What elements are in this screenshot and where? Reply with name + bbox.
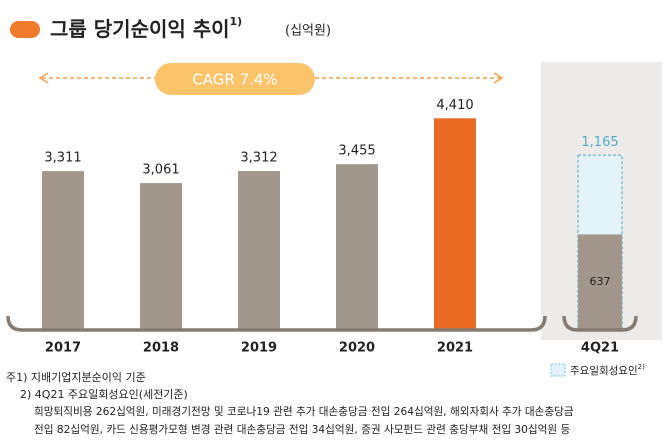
- value-label: 4,410: [436, 98, 473, 113]
- value-label: 3,311: [44, 151, 81, 166]
- note: 희망퇴직비용 262십억원, 미래경기전망 및 코로나19 관련 추가 대손충당…: [34, 405, 574, 418]
- note: 2) 4Q21 주요일회성요인(세전기준): [20, 387, 188, 401]
- chart-title: 그룹 당기순이익 추이1): [50, 15, 242, 41]
- panel-baseline: [562, 315, 638, 332]
- value-label: 3,061: [142, 163, 179, 178]
- x-tick-label: 2020: [339, 341, 375, 356]
- notes: 주1) 지배기업지분순이익 기준 2) 4Q21 주요일회성요인(세전기준) 희…: [6, 371, 574, 436]
- cagr-label: CAGR 7.4%: [192, 71, 277, 89]
- title-pill: [10, 21, 40, 38]
- title-text: 그룹 당기순이익 추이: [50, 17, 230, 41]
- x-tick-label: 2018: [143, 341, 179, 356]
- value-label: 3,455: [338, 144, 375, 159]
- bar: [336, 164, 378, 330]
- cagr-arrowheads: [38, 72, 504, 84]
- bar: [140, 183, 182, 330]
- legend-swatch: [550, 363, 566, 377]
- bar: [238, 171, 280, 330]
- legend-entry: 주요일회성요인2): [570, 363, 645, 377]
- baseline: [6, 315, 547, 332]
- x-tick-label: 4Q21: [581, 341, 619, 356]
- value-label: 1,165: [581, 135, 618, 150]
- cagr-pill: [155, 63, 315, 95]
- x-tick-label: 2019: [241, 341, 277, 356]
- note: 주1) 지배기업지분순이익 기준: [6, 371, 146, 384]
- legend-name: 주요일회성요인: [570, 364, 638, 377]
- unit-label: (십억원): [285, 24, 331, 39]
- note: 전입 82십억원, 카드 신용평가모형 변경 관련 대손충당금 전입 34십억원…: [34, 423, 571, 436]
- bar: [434, 118, 476, 330]
- x-tick-label: 2021: [437, 341, 473, 356]
- bar: [578, 234, 622, 330]
- x-tick-label: 2017: [45, 341, 81, 356]
- legend-note: 2): [638, 363, 645, 371]
- title-note: 1): [230, 15, 243, 28]
- bar: [42, 171, 84, 330]
- plot: 3,311 2017 3,061 2018 3,312 2019 3,455 2020 4,41…: [42, 98, 645, 377]
- value-label: 3,312: [240, 151, 277, 166]
- value-label: 637: [590, 275, 611, 288]
